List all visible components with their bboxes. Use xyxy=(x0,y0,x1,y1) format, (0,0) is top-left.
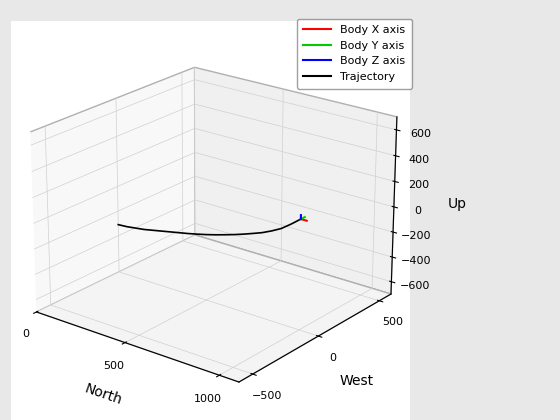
Y-axis label: West: West xyxy=(339,374,374,388)
Legend: Body X axis, Body Y axis, Body Z axis, Trajectory: Body X axis, Body Y axis, Body Z axis, T… xyxy=(297,18,412,89)
X-axis label: North: North xyxy=(83,382,124,408)
